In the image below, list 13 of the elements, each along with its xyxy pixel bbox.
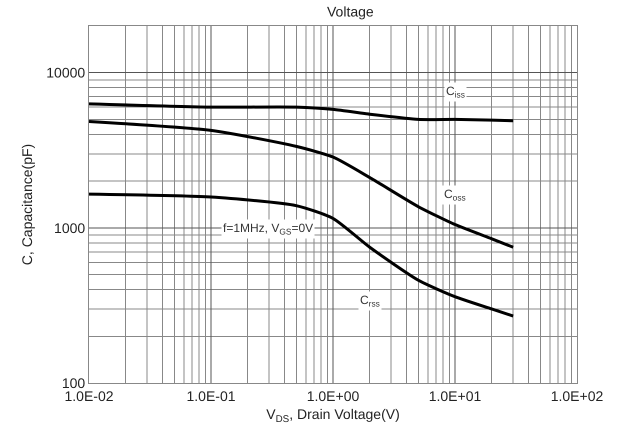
x-tick-label: 1.0E+00 — [306, 388, 360, 404]
chart-title: Voltage — [326, 3, 374, 20]
y-tick-label: 1000 — [54, 220, 86, 236]
series-label: C$_{iss}$ — [446, 84, 465, 100]
annotation: f=1MHz, V$_{GS}$=0V — [223, 221, 314, 237]
x-tick-label: 1.0E+02 — [550, 388, 604, 404]
x-tick-label: 1.0E-01 — [186, 388, 236, 404]
text: C$_{rss}$ — [360, 293, 380, 309]
series-label: C$_{oss}$ — [444, 187, 466, 203]
y-axis-title: C, Capacitance(pF) — [18, 144, 35, 266]
x-axis-title: V$_{DS}$, Drain Voltage(V) — [266, 406, 400, 426]
y-tick-label: 10000 — [46, 64, 86, 81]
x-tick-label: 1.0E+01 — [428, 388, 482, 404]
